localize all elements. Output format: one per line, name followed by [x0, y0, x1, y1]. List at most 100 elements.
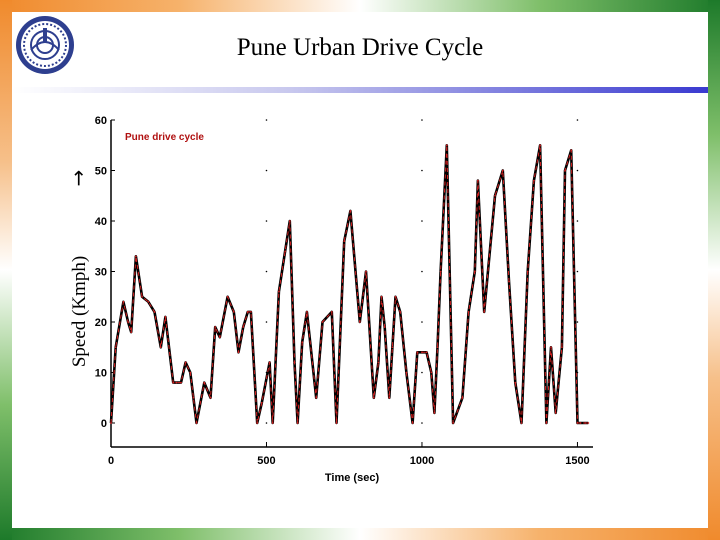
grid-dot: [265, 270, 268, 273]
data-point: [180, 381, 182, 384]
data-point: [372, 396, 375, 399]
x-tick-label: 500: [257, 455, 275, 467]
grid-dot: [265, 321, 268, 323]
left-border-stripe: [0, 0, 12, 540]
top-border-stripe: [0, 0, 720, 12]
data-point: [554, 412, 557, 414]
y-axis-ticks: 0 10 20 30 40 50 60: [95, 115, 579, 430]
data-point: [365, 270, 367, 273]
grid-dot: [421, 119, 423, 121]
data-point: [473, 270, 476, 273]
grid-dot: [421, 220, 423, 222]
data-point: [260, 401, 263, 404]
y-tick-label: 10: [95, 368, 107, 380]
data-point: [315, 396, 318, 399]
y-tick-label: 50: [95, 166, 107, 178]
y-axis-label: Speed (Kmph): [69, 256, 90, 367]
data-point: [284, 250, 287, 253]
y-tick-label: 20: [95, 317, 107, 329]
data-point: [425, 351, 428, 354]
data-point: [141, 295, 143, 298]
right-border-stripe: [708, 0, 720, 540]
data-point: [189, 371, 192, 374]
data-point: [192, 396, 195, 399]
data-point: [330, 311, 333, 313]
series-lines: [109, 143, 590, 425]
data-point: [195, 422, 198, 424]
grid-dot: [576, 220, 579, 222]
data-point: [349, 210, 352, 212]
data-point: [433, 412, 436, 414]
x-tick-label: 1000: [410, 455, 434, 467]
data-point: [226, 295, 229, 298]
data-point: [579, 422, 582, 424]
data-point: [576, 422, 579, 424]
y-tick-label: 0: [101, 418, 107, 430]
x-axis-label: Time (sec): [325, 472, 380, 484]
data-point: [421, 351, 423, 354]
data-point: [172, 381, 175, 384]
data-point: [483, 311, 486, 313]
y-tick-label: 30: [95, 267, 107, 279]
data-point: [377, 361, 380, 364]
data-point: [214, 326, 217, 328]
grid-dot: [576, 119, 579, 121]
data-point: [405, 371, 408, 374]
data-point: [237, 351, 240, 354]
grid-dot: [265, 220, 268, 222]
data-point: [110, 422, 112, 424]
grid-dot: [265, 169, 268, 172]
grid-dot: [576, 169, 579, 172]
grid-dot: [265, 119, 268, 121]
data-point: [477, 179, 479, 182]
data-point: [242, 326, 245, 328]
data-point: [122, 300, 125, 303]
grid-dot: [576, 270, 579, 273]
data-point: [164, 316, 167, 318]
data-point: [296, 422, 299, 424]
data-point: [271, 422, 274, 424]
data-point: [293, 361, 296, 364]
grid-dot: [576, 321, 579, 323]
x-tick-label: 1500: [565, 455, 589, 467]
grid-dot: [421, 422, 423, 424]
data-point: [526, 270, 529, 273]
bottom-border-stripe: [0, 528, 720, 540]
data-point: [159, 346, 162, 349]
data-point: [388, 396, 391, 399]
data-point: [335, 422, 338, 424]
data-point: [436, 346, 439, 349]
speed-time-chart: 0 10 20 30 40 50 60 0 500 1000 1500 Pune drive cy…: [66, 115, 593, 484]
grid-dot: [265, 422, 268, 424]
data-point: [520, 422, 523, 424]
data-point: [268, 361, 271, 364]
data-point: [539, 144, 542, 147]
data-point: [218, 336, 221, 339]
slide-title: Pune Urban Drive Cycle: [236, 34, 484, 61]
data-point: [508, 280, 510, 283]
data-point: [383, 326, 386, 328]
data-point: [394, 295, 397, 298]
data-point: [399, 311, 402, 313]
data-point: [278, 290, 280, 293]
y-tick-label: 60: [95, 115, 107, 127]
y-tick-label: 40: [95, 216, 107, 228]
data-point: [533, 179, 535, 182]
data-point: [288, 220, 291, 222]
data-point: [391, 346, 394, 349]
data-point: [250, 311, 252, 313]
data-point: [114, 346, 117, 349]
data-point: [301, 341, 304, 344]
data-point: [306, 311, 308, 313]
data-point: [587, 422, 590, 424]
data-point: [209, 396, 212, 399]
grid-dot: [421, 321, 423, 323]
data-point: [127, 321, 130, 323]
data-point: [130, 331, 133, 333]
data-point: [147, 300, 150, 303]
data-point: [545, 422, 548, 424]
grid-dot: [421, 169, 423, 172]
plot-frame: [110, 120, 593, 448]
data-point: [494, 194, 496, 197]
data-point: [439, 270, 442, 273]
